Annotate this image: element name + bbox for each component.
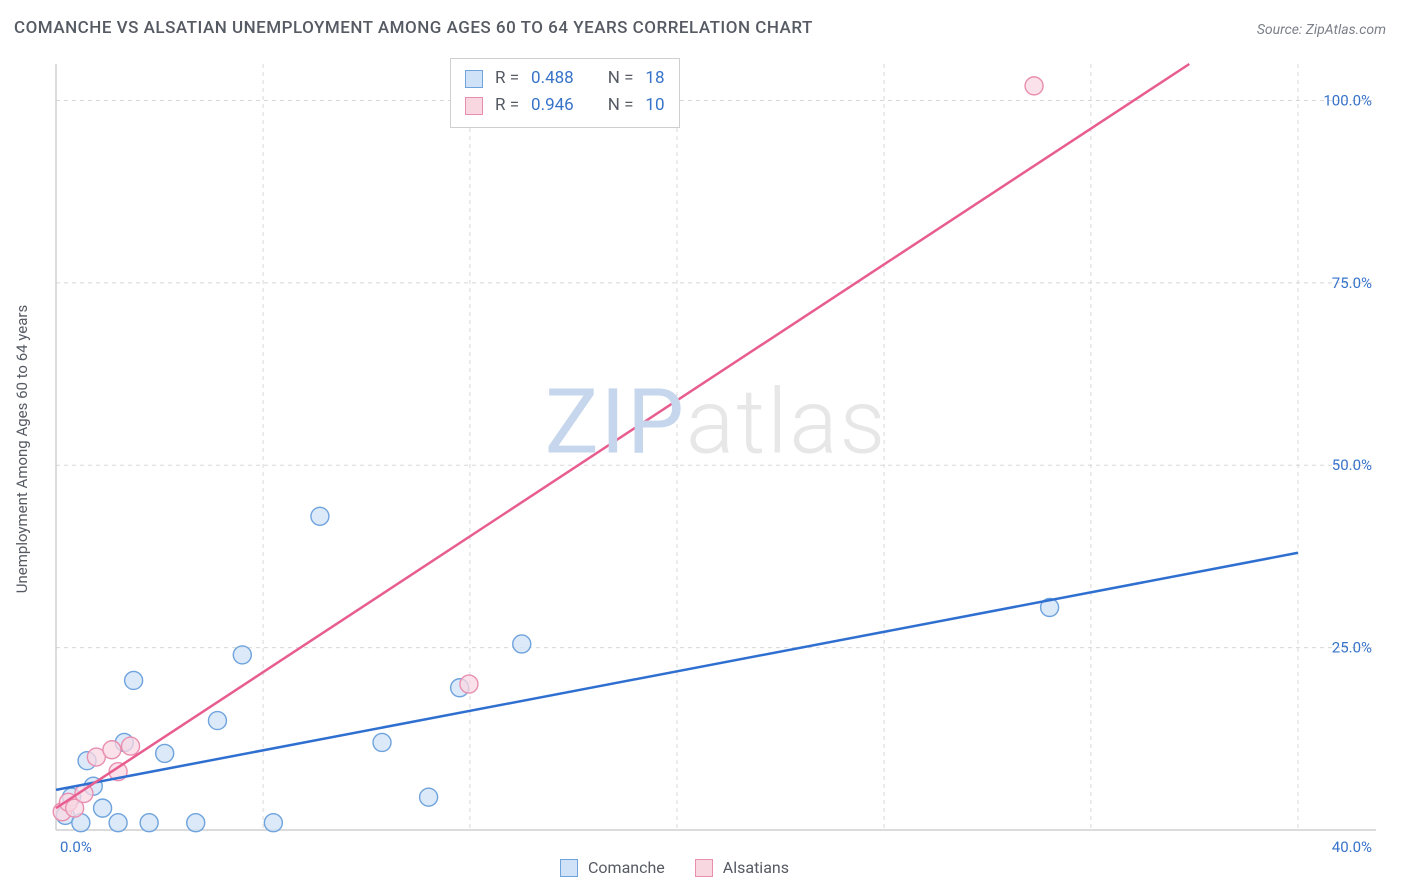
r-label: R =	[495, 92, 519, 119]
r-label: R =	[495, 65, 519, 92]
source-attribution: Source: ZipAtlas.com	[1257, 22, 1386, 38]
legend-label: Alsatians	[723, 858, 789, 877]
scatter-plot: 25.0%50.0%75.0%100.0%0.0%40.0% ZIPatlas	[46, 54, 1386, 854]
svg-text:25.0%: 25.0%	[1332, 639, 1372, 657]
legend-swatch	[695, 859, 713, 877]
r-value: 0.488	[531, 65, 574, 92]
r-value: 0.946	[531, 92, 574, 119]
series-legend: Comanche Alsatians	[560, 858, 789, 877]
svg-text:0.0%: 0.0%	[60, 838, 92, 854]
stats-legend-box: R = 0.488 N = 18 R = 0.946 N = 10	[450, 58, 680, 128]
n-label: N =	[608, 92, 634, 119]
svg-text:50.0%: 50.0%	[1332, 456, 1372, 474]
stats-row: R = 0.488 N = 18	[465, 65, 665, 92]
n-label: N =	[608, 65, 634, 92]
chart-title: COMANCHE VS ALSATIAN UNEMPLOYMENT AMONG …	[14, 18, 813, 38]
svg-text:40.0%: 40.0%	[1332, 838, 1372, 854]
n-value: 18	[645, 65, 664, 92]
legend-item: Comanche	[560, 858, 665, 877]
svg-text:75.0%: 75.0%	[1332, 274, 1372, 292]
legend-label: Comanche	[588, 858, 665, 877]
legend-item: Alsatians	[695, 858, 789, 877]
legend-swatch	[465, 70, 483, 88]
stats-row: R = 0.946 N = 10	[465, 92, 665, 119]
y-axis-label: Unemployment Among Ages 60 to 64 years	[13, 305, 31, 593]
n-value: 10	[645, 92, 664, 119]
svg-text:100.0%: 100.0%	[1323, 91, 1372, 109]
legend-swatch	[560, 859, 578, 877]
legend-swatch	[465, 97, 483, 115]
chart-canvas: 25.0% 50.0% 75.0% 100.0% 0.0% 40.0%	[46, 54, 1386, 854]
